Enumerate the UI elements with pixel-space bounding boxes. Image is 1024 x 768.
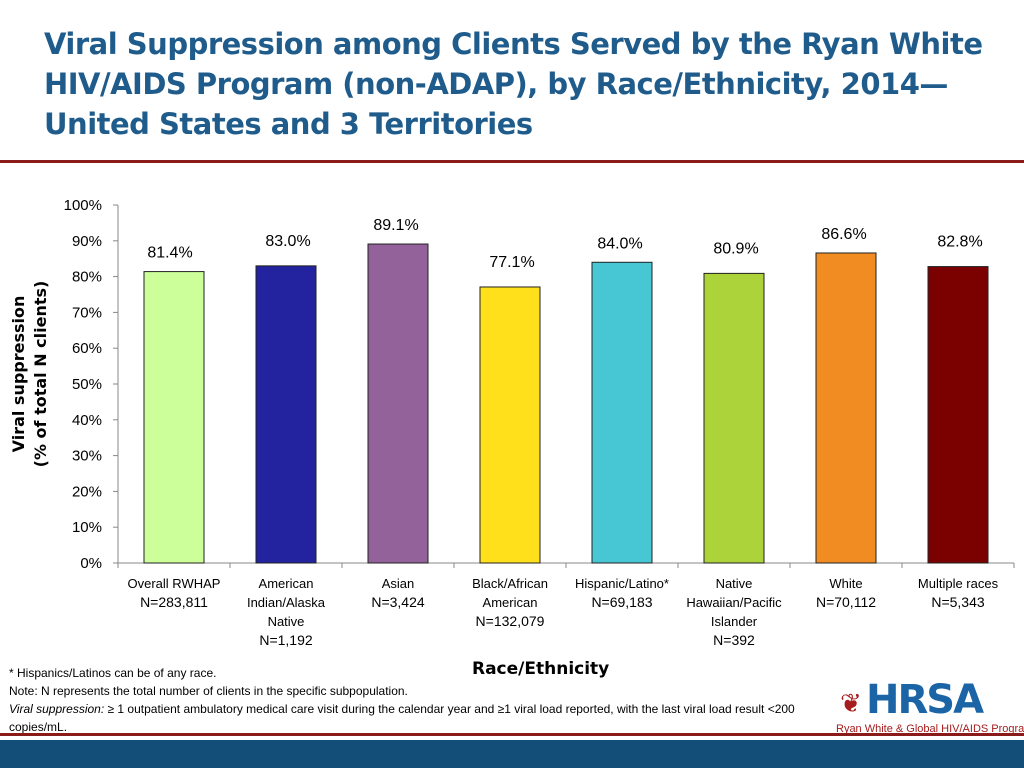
x-tick-label-line: Islander — [710, 614, 758, 629]
data-label: 80.9% — [713, 240, 758, 257]
bar — [591, 261, 653, 564]
definition: ≥ 1 outpatient ambulatory medical care v… — [9, 702, 795, 734]
y-tick-label: 10% — [72, 519, 102, 536]
x-tick-label: Hispanic/Latino* N=69,183 — [566, 574, 678, 612]
hrsa-logo: ❦ HRSA Ryan White & Global HIV/AIDS Prog… — [836, 680, 1024, 738]
bar — [703, 272, 765, 564]
x-tick-label-line: Asian — [381, 576, 415, 591]
x-tick-label: Black/African American N=132,079 — [454, 574, 566, 631]
x-tick-label-line: American — [482, 595, 538, 610]
y-axis-label-line: (% of total N clients) — [31, 280, 50, 468]
y-tick-label: 80% — [72, 269, 102, 286]
x-tick-label-line: White — [829, 576, 863, 591]
x-tick-n: N=5,343 — [931, 594, 985, 610]
y-tick-label: 0% — [80, 555, 102, 572]
footnote-viral-suppression: Viral suppression: ≥ 1 outpatient ambula… — [9, 700, 809, 736]
data-label: 82.8% — [937, 234, 982, 251]
footer-bar — [0, 740, 1024, 768]
data-label: 86.6% — [821, 226, 866, 243]
data-label: 77.1% — [489, 254, 534, 271]
bar — [255, 265, 317, 564]
x-tick-n: N=132,079 — [475, 613, 545, 629]
x-tick-n: N=70,112 — [815, 594, 877, 610]
page-title: Viral Suppression among Clients Served b… — [44, 27, 983, 141]
footnotes: * Hispanics/Latinos can be of any race. … — [9, 664, 809, 736]
x-tick-n: N=69,183 — [591, 594, 653, 610]
x-tick-label-line: Black/African — [472, 576, 548, 591]
x-tick-label: White N=70,112 — [790, 574, 902, 612]
footnote-hispanic: * Hispanics/Latinos can be of any race. — [9, 666, 217, 680]
y-tick-label: 60% — [72, 340, 102, 357]
x-tick-label-line: Indian/Alaska — [246, 595, 326, 610]
x-tick-label-line: Overall RWHAP — [127, 576, 221, 591]
x-tick-label: Native Hawaiian/Pacific Islander N=392 — [678, 574, 790, 650]
x-axis-label: Race/Ethnicity — [472, 659, 610, 679]
bar-chart: 0% 10% 20% 30% 40% 50% 60% 70% 80% 90% 100% 81.4% 83… — [64, 197, 1015, 572]
footnote-n: Note: N represents the total number of c… — [9, 684, 408, 698]
x-tick-label-line: American — [258, 576, 314, 591]
x-tick-label-line: Hispanic/Latino* — [575, 576, 669, 591]
x-tick-n: N=283,811 — [140, 594, 208, 610]
x-tick-label-line: Multiple races — [917, 576, 999, 591]
bar — [143, 271, 205, 564]
y-tick-label: 40% — [72, 412, 102, 429]
x-tick-label: American Indian/Alaska Native N=1,192 — [230, 574, 342, 650]
y-tick-label: 30% — [72, 448, 102, 465]
y-tick-label: 20% — [72, 483, 102, 500]
data-label: 83.0% — [265, 233, 310, 250]
ribbon-icon: ❦ — [840, 688, 862, 718]
bar — [927, 266, 989, 564]
data-label: 89.1% — [373, 217, 418, 234]
bar — [367, 243, 429, 564]
logo-wordmark: HRSA — [866, 677, 984, 723]
title-divider — [0, 160, 1024, 163]
x-tick-label-line: Native — [267, 614, 305, 629]
y-axis-label-line: Viral suppression — [9, 295, 28, 453]
x-tick-n: N=392 — [713, 632, 755, 648]
x-tick-label-line: Native — [715, 576, 753, 591]
logo-subtitle: Ryan White & Global HIV/AIDS Programs — [836, 723, 1024, 735]
x-tick-n: N=3,424 — [371, 594, 425, 610]
y-tick-label: 90% — [72, 233, 102, 250]
data-label: 84.0% — [597, 235, 642, 252]
y-tick-label: 70% — [72, 304, 102, 321]
bar — [479, 286, 541, 564]
x-tick-label-line: Hawaiian/Pacific — [686, 595, 782, 610]
bar — [815, 252, 877, 564]
x-tick-n: N=1,192 — [259, 632, 313, 648]
x-tick-label: Multiple races N=5,343 — [902, 574, 1014, 612]
x-tick-label: Overall RWHAP N=283,811 — [118, 574, 230, 612]
footer-divider — [0, 733, 1024, 736]
y-tick-label: 50% — [72, 376, 102, 393]
x-tick-label: Asian N=3,424 — [342, 574, 454, 612]
y-tick-label: 100% — [64, 197, 102, 214]
y-axis-label: Viral suppression (% of total N clients) — [8, 214, 52, 534]
term: Viral suppression: — [9, 702, 105, 716]
data-label: 81.4% — [147, 245, 192, 262]
